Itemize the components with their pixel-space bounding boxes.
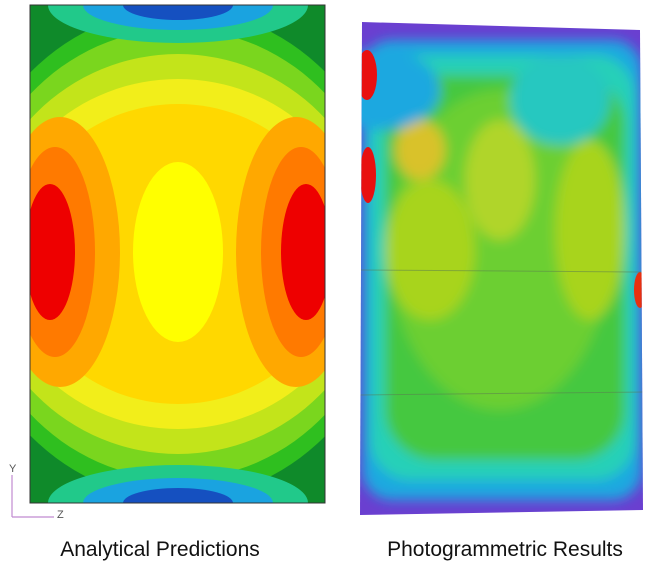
band — [510, 55, 610, 145]
band — [123, 5, 233, 20]
analytical-contour — [30, 5, 325, 503]
band — [360, 147, 376, 203]
band — [133, 162, 223, 342]
band — [30, 184, 75, 320]
seam — [360, 269, 643, 273]
axis-triad — [11, 475, 54, 518]
seam — [360, 391, 643, 396]
band — [360, 50, 440, 130]
band — [634, 272, 643, 308]
panel-border — [29, 4, 326, 504]
band — [395, 120, 445, 180]
band — [390, 90, 610, 410]
band — [555, 140, 625, 320]
band — [281, 184, 325, 320]
band — [385, 180, 475, 320]
band — [123, 488, 233, 503]
band — [360, 50, 377, 100]
photogrammetric-contour — [360, 22, 643, 515]
band — [465, 120, 535, 240]
caption: Analytical Predictions — [60, 538, 260, 561]
axis-label: Z — [57, 509, 64, 521]
axis-label: Y — [9, 463, 17, 475]
caption: Photogrammetric Results — [387, 538, 623, 561]
